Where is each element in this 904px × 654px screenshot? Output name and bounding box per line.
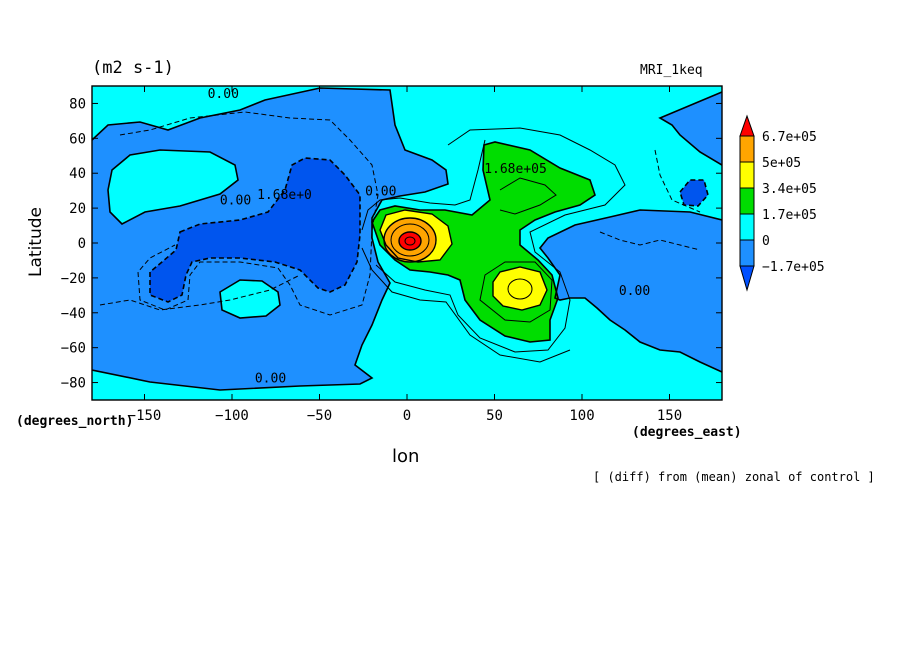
- y-tick-label: 40: [69, 166, 86, 182]
- colorbar-swatch: [739, 239, 755, 267]
- y-tick-label: 60: [69, 131, 86, 147]
- y-axis-label: Latitude: [26, 207, 46, 277]
- source-note: [ (diff) from (mean) zonal of control ]: [593, 470, 875, 484]
- contour-label: 0.00: [365, 185, 396, 200]
- colorbar-bottom-arrow: [739, 265, 755, 292]
- y-tick-label: 20: [69, 201, 86, 217]
- colorbar-label: 1.7e+05: [762, 208, 817, 223]
- y-tick-label: −20: [61, 271, 86, 287]
- fill-yellow-south: [493, 267, 547, 310]
- x-unit-right-label: (degrees_east): [632, 425, 742, 440]
- contour-label: 0.00: [220, 193, 251, 208]
- fill-zero-level-mid: [220, 280, 280, 318]
- colorbar: 6.7e+05 5e+05 3.4e+05 1.7e+05 0 −1.7e+05: [739, 114, 825, 292]
- axis-ticks: −150 −100 −50 0 50 100 150 −80 −60 −40 −20 0 20 40 60 8…: [61, 86, 722, 424]
- y-tick-label: 0: [78, 236, 86, 252]
- colorbar-label: 5e+05: [762, 156, 801, 171]
- colorbar-label: 0: [762, 234, 770, 249]
- x-tick-label: 50: [486, 408, 503, 424]
- colorbar-label: −1.7e+05: [762, 260, 825, 275]
- colorbar-label: 6.7e+05: [762, 130, 817, 145]
- contour-label: 1.68e+0: [257, 188, 312, 203]
- y-tick-label: −60: [61, 341, 86, 357]
- fill-min-main: [150, 158, 360, 302]
- colorbar-swatch: [739, 213, 755, 241]
- contour-lines: [92, 87, 722, 391]
- units-label: (m2 s-1): [92, 58, 174, 78]
- colorbar-top-arrow: [739, 114, 755, 137]
- x-tick-label: 0: [403, 408, 411, 424]
- x-tick-label: −150: [128, 408, 162, 424]
- x-tick-label: −50: [307, 408, 332, 424]
- contour-label: 0.00: [619, 284, 650, 299]
- contour-label: 0.00: [208, 87, 239, 102]
- colorbar-swatch: [739, 161, 755, 189]
- contour-label: 0.00: [255, 371, 286, 386]
- x-tick-label: 150: [657, 408, 682, 424]
- x-axis-label: lon: [392, 446, 420, 467]
- contour-labels: 0.00 1.68e+0 0.00 0.00 1.68e+05 0.00 0.00: [208, 87, 651, 386]
- contour-label: 1.68e+05: [484, 162, 547, 177]
- colorbar-label: 3.4e+05: [762, 182, 817, 197]
- fill-min-east: [680, 180, 708, 206]
- y-tick-label: −80: [61, 376, 86, 392]
- x-tick-label: −100: [215, 408, 249, 424]
- colorbar-swatch: [739, 187, 755, 215]
- y-tick-label: −40: [61, 306, 86, 322]
- fill-zero-level-west: [108, 150, 238, 224]
- colorbar-swatch: [739, 135, 755, 163]
- x-unit-left-label: (degrees_north): [16, 414, 134, 429]
- fill-red: [399, 232, 421, 250]
- contour-fills: [92, 86, 722, 400]
- model-label: MRI_1keq: [640, 63, 703, 78]
- x-tick-label: 100: [569, 408, 594, 424]
- y-tick-label: 80: [69, 96, 86, 112]
